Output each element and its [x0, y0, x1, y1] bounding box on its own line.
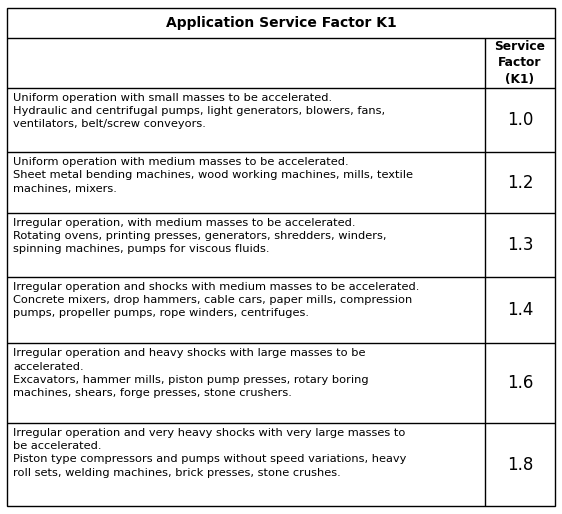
- Text: 1.8: 1.8: [507, 455, 533, 473]
- Text: 1.6: 1.6: [507, 374, 533, 392]
- Text: 1.0: 1.0: [507, 111, 533, 129]
- Text: Irregular operation, with medium masses to be accelerated.
Rotating ovens, print: Irregular operation, with medium masses …: [13, 218, 387, 254]
- Text: 1.2: 1.2: [507, 174, 533, 192]
- Text: Application Service Factor K1: Application Service Factor K1: [166, 16, 396, 30]
- Text: 1.4: 1.4: [507, 301, 533, 319]
- Text: Irregular operation and heavy shocks with large masses to be
accelerated.
Excava: Irregular operation and heavy shocks wit…: [13, 348, 369, 398]
- Text: Irregular operation and very heavy shocks with very large masses to
be accelerat: Irregular operation and very heavy shock…: [13, 428, 406, 478]
- Text: Uniform operation with medium masses to be accelerated.
Sheet metal bending mach: Uniform operation with medium masses to …: [13, 157, 413, 194]
- Text: Uniform operation with small masses to be accelerated.
Hydraulic and centrifugal: Uniform operation with small masses to b…: [13, 93, 385, 130]
- Text: Irregular operation and shocks with medium masses to be accelerated.
Concrete mi: Irregular operation and shocks with medi…: [13, 282, 419, 319]
- Text: 1.3: 1.3: [507, 236, 533, 254]
- Text: Service
Factor
(K1): Service Factor (K1): [495, 40, 546, 86]
